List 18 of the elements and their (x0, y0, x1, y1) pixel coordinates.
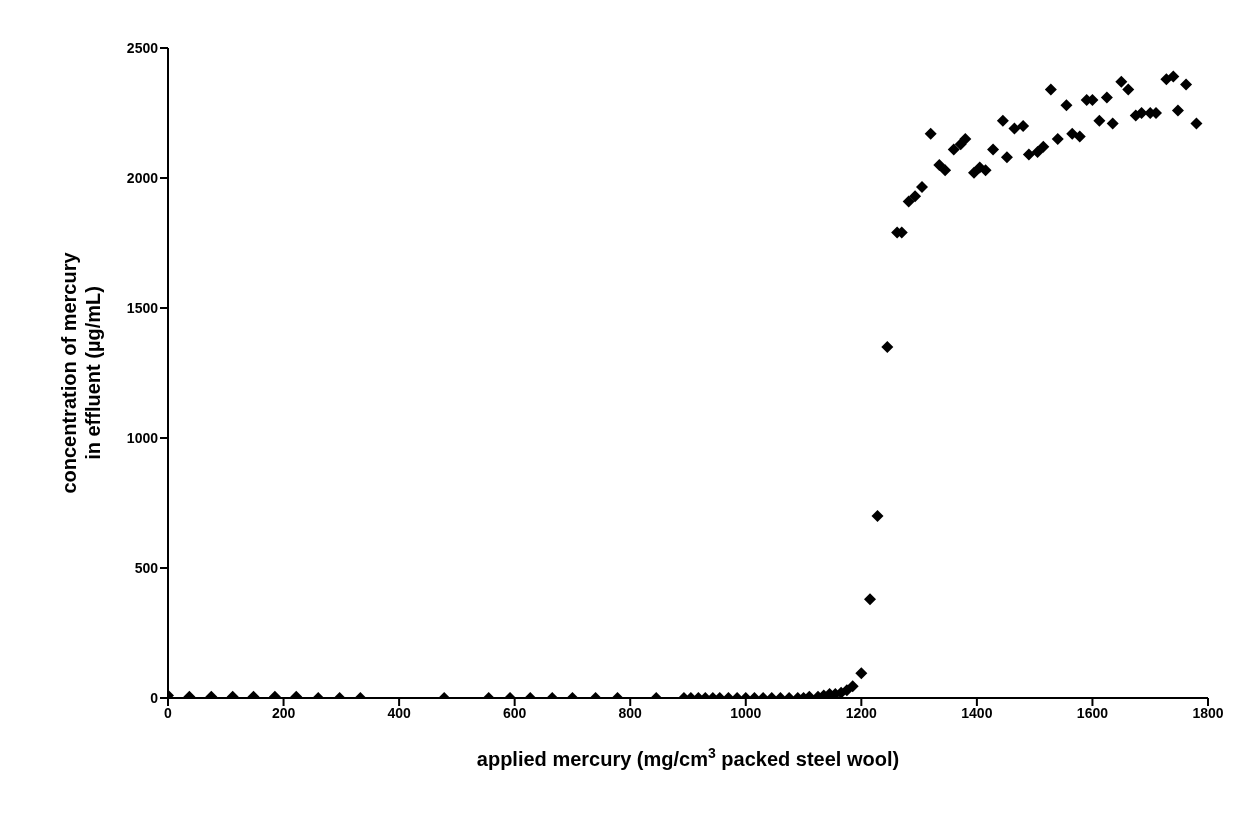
x-axis-title: applied mercury (mg/cm$^{3}$ packed steel wool) (476, 745, 900, 770)
x-tick-label: 400 (387, 704, 411, 721)
y-tick-label: 1000 (126, 429, 159, 446)
x-tick-label: 1000 (730, 704, 762, 721)
x-tick-label: 600 (502, 704, 527, 721)
y-tick-label: 500 (134, 559, 159, 576)
y-tick-label: 1500 (126, 299, 159, 316)
x-tick-label: 0 (164, 704, 173, 721)
x-tick-label: 1400 (961, 704, 993, 721)
y-tick-label: 2500 (126, 39, 159, 56)
x-tick-label: 200 (271, 704, 296, 721)
x-tick-label: 1200 (845, 704, 878, 721)
x-tick-label: 800 (618, 704, 643, 721)
y-tick-label: 0 (150, 689, 159, 706)
y-axis-title: concentration of mercury in effluent (µg/mL) (58, 251, 104, 494)
y-tick-label: 2000 (126, 169, 159, 186)
x-tick-label: 1800 (1192, 704, 1224, 721)
x-tick-label: 1600 (1076, 704, 1109, 721)
